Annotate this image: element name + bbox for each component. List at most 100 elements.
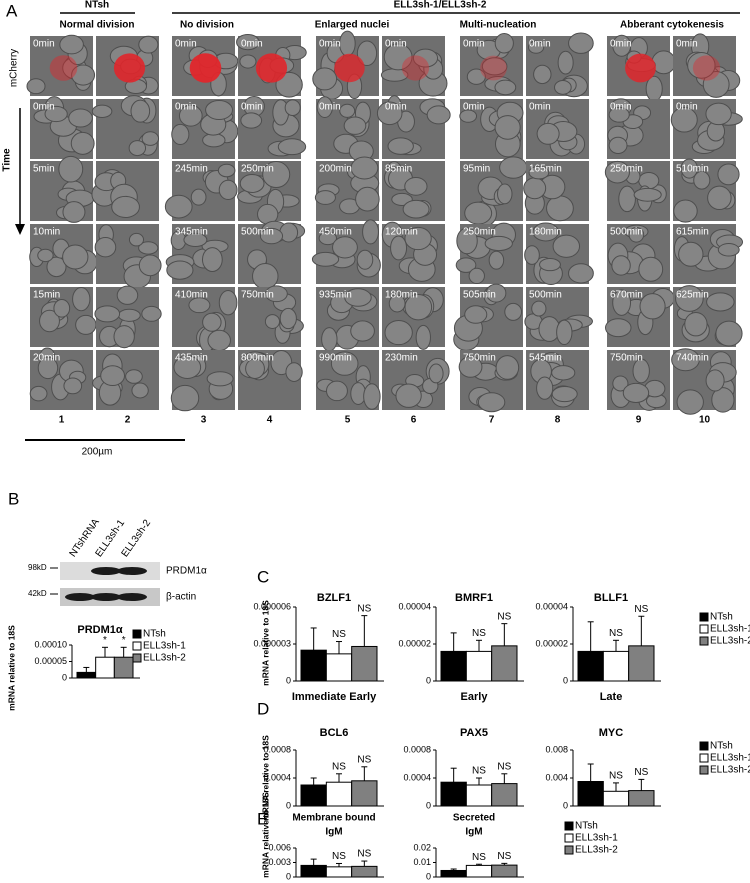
cell (523, 177, 547, 200)
cell (171, 123, 190, 146)
cell (138, 254, 162, 277)
significance-label: * (103, 635, 107, 646)
panel-letter: C (257, 567, 269, 586)
micrograph-tile: 0min (238, 96, 307, 159)
y-tick-label: 0.000006 (253, 601, 291, 611)
micrograph-tile (92, 350, 159, 410)
cell (395, 383, 422, 408)
time-stamp: 0min (529, 39, 551, 50)
lane-number: 5 (345, 415, 351, 426)
cell (75, 314, 97, 335)
cell (58, 155, 84, 183)
cell (456, 227, 478, 255)
cell (252, 263, 279, 290)
cell (330, 351, 359, 376)
micrograph-tile: 410min (172, 287, 238, 353)
cell (536, 376, 554, 400)
micrograph-tile: 625min (673, 285, 743, 347)
bar (491, 783, 518, 807)
y-axis-label: mRNA relative to 18S (260, 600, 270, 686)
time-stamp: 450min (319, 227, 352, 238)
error-bar (638, 615, 645, 646)
cell (284, 99, 301, 117)
mcherry-signal (334, 53, 365, 83)
micrograph-tile: 250min (237, 161, 301, 225)
error-bar (587, 621, 594, 652)
cell (178, 104, 203, 127)
y-tick-label: 0.00010 (34, 639, 67, 649)
legend-label: ELL3sh-2 (143, 653, 186, 664)
micrograph-tile: 95min (460, 156, 528, 227)
cell (128, 140, 147, 157)
bar (628, 645, 655, 682)
lane-number: 10 (699, 415, 711, 426)
blot-marker: 42kD (28, 589, 47, 598)
legend-swatch (132, 641, 142, 651)
error-bar (501, 773, 508, 784)
time-stamp: 250min (241, 164, 274, 175)
cell (684, 312, 708, 337)
micrograph-tile (94, 285, 162, 349)
cell (673, 199, 698, 223)
time-stamp: 245min (175, 164, 208, 175)
cell (59, 34, 84, 55)
cell (362, 219, 379, 245)
cell (618, 185, 636, 213)
group-label: ELL3sh-1/ELL3sh-2 (394, 0, 487, 11)
time-stamp: 500min (529, 290, 562, 301)
micrograph-tile: 0min (26, 34, 96, 96)
time-stamp: 0min (676, 102, 698, 113)
cell (488, 250, 505, 270)
cell (53, 299, 71, 318)
cell (350, 320, 375, 342)
bar (465, 784, 493, 807)
time-stamp: 750min (610, 353, 643, 364)
time-stamp: 670min (610, 290, 643, 301)
cell (339, 30, 356, 57)
cell (494, 79, 517, 96)
bar (602, 650, 630, 682)
error-bar (102, 646, 108, 658)
significance-label: NS (332, 761, 346, 772)
significance-label: NS (609, 628, 623, 639)
micrograph-tile: 15min (30, 287, 97, 347)
legend-swatch (699, 636, 709, 646)
time-stamp: 180min (529, 227, 562, 238)
cell (170, 384, 200, 412)
cell (166, 260, 194, 280)
micrograph-tile: 0min (459, 99, 524, 159)
y-tick-label: 0 (563, 675, 568, 685)
cell (311, 251, 340, 267)
cell (218, 290, 238, 316)
legend-swatch (699, 765, 709, 775)
cell (130, 99, 151, 123)
cell (312, 67, 338, 91)
bar (325, 781, 353, 807)
cell (706, 292, 735, 312)
x-axis-label: Immediate Early (292, 691, 377, 703)
cell (622, 382, 650, 404)
legend-label: ELL3sh-2 (575, 845, 618, 856)
chart-title: BZLF1 (317, 592, 351, 604)
phenotype-label: Enlarged nuclei (315, 20, 390, 31)
error-bar (476, 777, 482, 785)
micrograph-tile: 505min (453, 283, 523, 351)
lane-number: 2 (125, 415, 131, 426)
cell (131, 382, 149, 399)
error-bar (336, 773, 342, 783)
bar (351, 865, 378, 878)
cell (356, 40, 378, 67)
cell (113, 325, 135, 349)
time-stamp: 10min (33, 227, 60, 238)
y-tick-label: 0 (426, 675, 431, 685)
legend-swatch (132, 629, 142, 639)
bar (300, 649, 327, 682)
micrograph-tile: 180min (524, 222, 594, 286)
cell (670, 106, 698, 133)
cell (533, 64, 552, 85)
bar (113, 656, 134, 679)
cell (239, 174, 265, 193)
time-stamp: 545min (529, 353, 562, 364)
significance-label: NS (357, 849, 371, 860)
time-stamp: 435min (175, 353, 208, 364)
